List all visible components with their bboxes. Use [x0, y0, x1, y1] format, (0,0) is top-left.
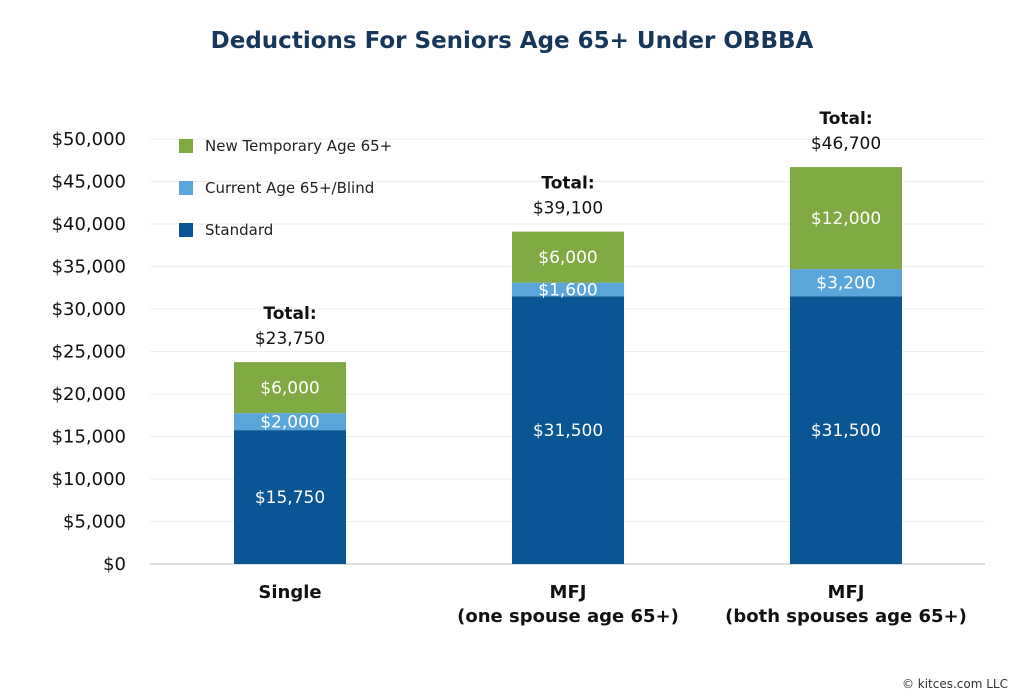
data-label: $1,600	[538, 280, 597, 300]
bar-segment	[234, 362, 346, 414]
x-tick-label: MFJ	[550, 582, 587, 603]
y-tick-label: $35,000	[52, 257, 126, 278]
y-tick-label: $45,000	[52, 172, 126, 193]
chart-title: Deductions For Seniors Age 65+ Under OBB…	[210, 28, 814, 54]
y-tick-label: $10,000	[52, 469, 126, 490]
data-label: $6,000	[260, 379, 319, 399]
data-label: $12,000	[811, 209, 881, 229]
total-value: $46,700	[811, 134, 881, 154]
data-label: $31,500	[533, 421, 603, 441]
y-tick-label: $20,000	[52, 384, 126, 405]
bar-segment	[790, 296, 902, 564]
y-tick-label: $0	[103, 554, 126, 575]
x-tick-label: Single	[258, 582, 321, 603]
y-tick-label: $50,000	[52, 129, 126, 150]
data-label: $2,000	[260, 413, 319, 433]
total-label: Total:	[263, 304, 316, 324]
total-value: $39,100	[533, 199, 603, 219]
total-label: Total:	[819, 109, 872, 129]
y-tick-label: $30,000	[52, 299, 126, 320]
legend-label: New Temporary Age 65+	[205, 137, 392, 155]
x-tick-label: (both spouses age 65+)	[725, 606, 967, 627]
copyright-credit: © kitces.com LLC	[901, 677, 1008, 691]
data-label: $3,200	[816, 274, 875, 294]
y-tick-label: $15,000	[52, 427, 126, 448]
bar-segment	[512, 282, 624, 297]
y-tick-label: $25,000	[52, 342, 126, 363]
bar-segment	[512, 296, 624, 564]
total-label: Total:	[541, 174, 594, 194]
total-value: $23,750	[255, 329, 325, 349]
data-label: $15,750	[255, 488, 325, 508]
x-tick-label: MFJ	[828, 582, 865, 603]
y-tick-label: $40,000	[52, 214, 126, 235]
x-tick-label: (one spouse age 65+)	[457, 606, 679, 627]
legend-swatch	[179, 139, 193, 153]
legend-swatch	[179, 181, 193, 195]
data-label: $31,500	[811, 421, 881, 441]
data-label: $6,000	[538, 248, 597, 268]
legend-swatch	[179, 223, 193, 237]
bar-segment	[512, 231, 624, 283]
y-tick-label: $5,000	[63, 512, 126, 533]
legend-label: Current Age 65+/Blind	[205, 179, 374, 197]
bar-segment	[234, 430, 346, 564]
bar-segment	[790, 167, 902, 270]
legend-label: Standard	[205, 221, 273, 239]
bar-segment	[790, 269, 902, 297]
bar-segment	[234, 413, 346, 431]
